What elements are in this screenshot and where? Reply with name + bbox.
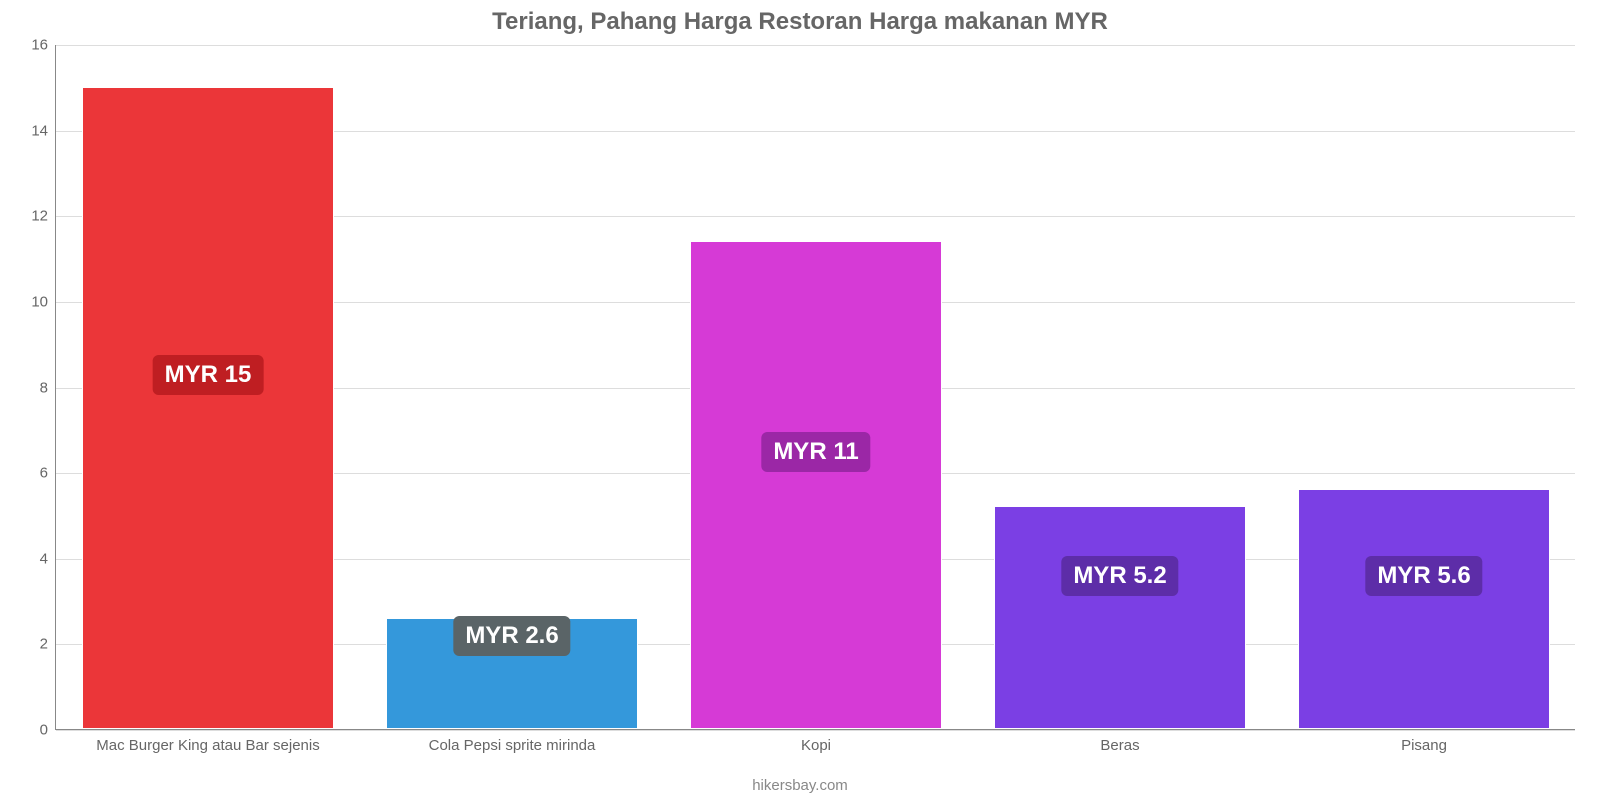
value-badge: MYR 15: [153, 355, 264, 395]
bar: [82, 87, 334, 729]
x-tick-label: Mac Burger King atau Bar sejenis: [96, 729, 319, 754]
value-badge: MYR 5.6: [1365, 556, 1482, 596]
x-tick-label: Beras: [1100, 729, 1139, 754]
y-tick-label: 10: [31, 293, 56, 310]
y-tick-label: 8: [40, 379, 56, 396]
value-badge: MYR 2.6: [453, 616, 570, 656]
bar: [690, 241, 942, 729]
x-tick-label: Pisang: [1401, 729, 1447, 754]
y-tick-label: 4: [40, 550, 56, 567]
chart-container: Teriang, Pahang Harga Restoran Harga mak…: [0, 0, 1600, 800]
value-badge: MYR 11: [761, 432, 870, 472]
x-tick-label: Cola Pepsi sprite mirinda: [429, 729, 596, 754]
source-label: hikersbay.com: [0, 777, 1600, 794]
plot-area: 0246810121416Mac Burger King atau Bar se…: [55, 45, 1575, 730]
bar: [994, 506, 1246, 729]
y-tick-label: 14: [31, 122, 56, 139]
y-tick-label: 12: [31, 208, 56, 225]
chart-title: Teriang, Pahang Harga Restoran Harga mak…: [0, 8, 1600, 36]
y-tick-label: 2: [40, 636, 56, 653]
x-tick-label: Kopi: [801, 729, 831, 754]
y-tick-label: 6: [40, 465, 56, 482]
bar: [1298, 489, 1550, 729]
gridline: [56, 45, 1575, 46]
y-tick-label: 0: [40, 722, 56, 739]
value-badge: MYR 5.2: [1061, 556, 1178, 596]
y-tick-label: 16: [31, 37, 56, 54]
